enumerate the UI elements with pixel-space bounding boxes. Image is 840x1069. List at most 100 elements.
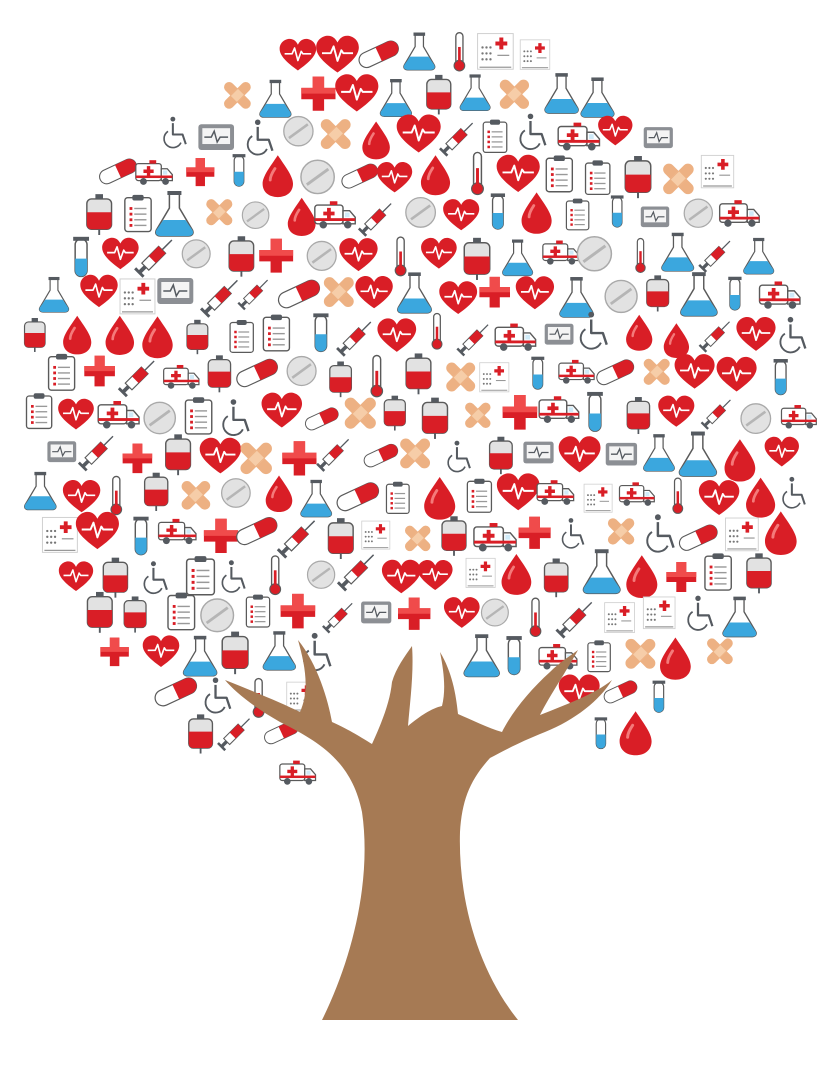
red-cross-icon — [203, 518, 239, 553]
clipboard-icon — [565, 198, 590, 231]
clipboard-icon — [587, 640, 611, 673]
clipboard-icon — [124, 194, 152, 233]
thermometer-icon — [471, 151, 484, 196]
syringe-icon — [316, 438, 350, 472]
test-tube-icon — [73, 236, 90, 278]
round-tablet-icon — [306, 240, 337, 271]
wheelchair-icon — [246, 119, 274, 156]
syringe-icon — [322, 602, 353, 634]
heartbeat-heart-icon — [421, 237, 457, 269]
round-tablet-icon — [300, 159, 335, 195]
test-tube-icon — [587, 391, 603, 432]
heart-monitor-icon — [198, 124, 235, 150]
wheelchair-icon — [519, 113, 547, 150]
ambulance-icon — [536, 480, 575, 505]
syringe-icon — [200, 279, 238, 318]
blood-bag-icon — [746, 553, 772, 594]
lab-flask-icon — [680, 272, 718, 317]
blood-drop-icon — [287, 197, 316, 236]
clipboard-icon — [704, 553, 732, 591]
lab-flask-icon — [580, 77, 615, 118]
lab-flask-icon — [643, 434, 675, 472]
lab-flask-icon — [379, 79, 412, 117]
red-cross-icon — [186, 158, 215, 187]
blood-bag-icon — [123, 596, 147, 633]
wheelchair-icon — [687, 595, 714, 631]
bandage-icon — [404, 525, 431, 552]
lab-flask-icon — [262, 631, 296, 671]
heartbeat-heart-icon — [335, 74, 379, 112]
blood-drop-icon — [265, 475, 293, 513]
heartbeat-heart-icon — [716, 356, 757, 392]
wheelchair-icon — [163, 116, 187, 149]
prescription-chart-icon — [519, 39, 551, 70]
blood-drop-icon — [660, 637, 691, 680]
heartbeat-heart-icon — [75, 511, 119, 550]
syringe-icon — [77, 435, 114, 472]
test-tube-icon — [728, 276, 742, 311]
lab-flask-icon — [502, 239, 534, 277]
capsule-pill-icon — [336, 482, 380, 512]
blood-bag-icon — [441, 516, 467, 556]
ambulance-icon — [97, 401, 140, 429]
ambulance-icon — [473, 523, 517, 552]
round-tablet-icon — [480, 598, 509, 627]
heart-monitor-icon — [605, 442, 638, 466]
red-cross-icon — [518, 516, 551, 549]
heartbeat-heart-icon — [279, 38, 317, 71]
round-tablet-icon — [181, 239, 211, 269]
prescription-chart-icon — [41, 516, 78, 553]
capsule-pill-icon — [363, 443, 399, 468]
ambulance-icon — [314, 201, 356, 229]
bandage-icon — [320, 119, 351, 150]
syringe-icon — [439, 122, 474, 157]
thermometer-icon — [110, 475, 123, 516]
red-cross-icon — [502, 395, 538, 430]
heartbeat-heart-icon — [439, 281, 478, 314]
red-cross-icon — [398, 597, 431, 630]
prescription-chart-icon — [477, 33, 514, 70]
red-cross-icon — [479, 276, 510, 308]
prescription-chart-icon — [725, 517, 759, 552]
lab-flask-icon — [397, 272, 432, 314]
blood-bag-icon — [143, 472, 169, 511]
bandage-icon — [625, 638, 656, 669]
icon-canopy — [23, 32, 817, 785]
blood-bag-icon — [86, 591, 113, 633]
round-tablet-icon — [405, 196, 437, 228]
blood-bag-icon — [488, 436, 513, 475]
capsule-pill-icon — [99, 158, 137, 185]
blood-bag-icon — [207, 355, 232, 393]
clipboard-icon — [262, 314, 291, 352]
syringe-icon — [237, 279, 269, 311]
wheelchair-icon — [221, 560, 246, 593]
blood-drop-icon — [663, 323, 690, 358]
lab-flask-icon — [155, 191, 194, 237]
syringe-icon — [700, 399, 731, 430]
blood-drop-icon — [626, 555, 658, 598]
red-cross-icon — [122, 443, 153, 474]
syringe-icon — [698, 240, 731, 273]
heartbeat-heart-icon — [377, 318, 417, 352]
prescription-chart-icon — [583, 483, 613, 513]
syringe-icon — [555, 601, 593, 639]
ambulance-icon — [135, 160, 173, 185]
heartbeat-heart-icon — [261, 392, 303, 428]
blood-bag-icon — [86, 194, 113, 236]
wheelchair-icon — [579, 311, 608, 350]
lab-flask-icon — [24, 471, 57, 511]
capsule-pill-icon — [358, 40, 399, 69]
ambulance-icon — [718, 200, 760, 227]
clipboard-icon — [584, 160, 611, 196]
capsule-pill-icon — [678, 524, 718, 551]
syringe-icon — [698, 321, 730, 353]
blood-bag-icon — [188, 714, 214, 754]
blood-drop-icon — [63, 315, 92, 355]
capsule-pill-icon — [277, 279, 321, 309]
clipboard-icon — [466, 478, 493, 513]
test-tube-icon — [133, 516, 149, 556]
blood-drop-icon — [521, 192, 552, 234]
thermometer-icon — [635, 237, 646, 273]
red-cross-icon — [100, 637, 129, 667]
heartbeat-heart-icon — [58, 561, 94, 592]
